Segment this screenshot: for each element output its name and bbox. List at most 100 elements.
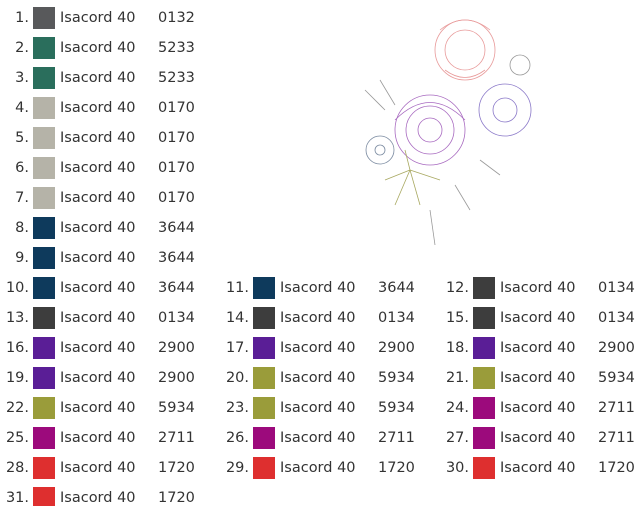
color-swatch	[33, 307, 55, 329]
thread-code: 5233	[158, 40, 195, 56]
thread-number: 23.	[226, 400, 249, 416]
thread-name: Isacord 40	[60, 190, 136, 206]
color-swatch	[253, 337, 275, 359]
color-swatch	[253, 457, 275, 479]
thread-name: Isacord 40	[280, 430, 356, 446]
color-swatch	[473, 397, 495, 419]
thread-name: Isacord 40	[500, 370, 576, 386]
thread-number: 18.	[446, 340, 469, 356]
thread-number: 26.	[226, 430, 249, 446]
color-swatch	[473, 457, 495, 479]
thread-code: 1720	[378, 460, 415, 476]
thread-number: 31.	[6, 490, 29, 506]
thread-number: 20.	[226, 370, 249, 386]
thread-number: 25.	[6, 430, 29, 446]
thread-number: 16.	[6, 340, 29, 356]
thread-name: Isacord 40	[280, 460, 356, 476]
thread-code: 2900	[158, 340, 195, 356]
color-swatch	[33, 487, 55, 506]
color-swatch	[253, 277, 275, 299]
thread-number: 13.	[6, 310, 29, 326]
thread-number: 19.	[6, 370, 29, 386]
color-swatch	[473, 307, 495, 329]
thread-code: 5934	[378, 370, 415, 386]
thread-code: 0170	[158, 160, 195, 176]
thread-name: Isacord 40	[500, 430, 576, 446]
thread-number: 7.	[15, 190, 29, 206]
thread-name: Isacord 40	[500, 310, 576, 326]
thread-code: 2900	[598, 340, 635, 356]
thread-name: Isacord 40	[60, 10, 136, 26]
thread-code: 1720	[158, 490, 195, 506]
color-swatch	[33, 247, 55, 269]
thread-code: 0134	[598, 310, 635, 326]
thread-name: Isacord 40	[280, 340, 356, 356]
thread-code: 3644	[378, 280, 415, 296]
thread-number: 27.	[446, 430, 469, 446]
color-swatch	[473, 337, 495, 359]
thread-number: 14.	[226, 310, 249, 326]
thread-name: Isacord 40	[500, 460, 576, 476]
thread-code: 2711	[158, 430, 195, 446]
thread-code: 0170	[158, 130, 195, 146]
thread-code: 2711	[598, 430, 635, 446]
thread-name: Isacord 40	[60, 250, 136, 266]
thread-code: 5233	[158, 70, 195, 86]
thread-name: Isacord 40	[500, 340, 576, 356]
thread-name: Isacord 40	[280, 370, 356, 386]
thread-number: 8.	[15, 220, 29, 236]
thread-number: 28.	[6, 460, 29, 476]
color-swatch	[33, 7, 55, 29]
thread-list: 1. Isacord 40 0132 2. Isacord 40 5233 3. Isacor…	[6, 7, 635, 506]
color-swatch	[33, 427, 55, 449]
thread-name: Isacord 40	[60, 430, 136, 446]
thread-number: 10.	[6, 280, 29, 296]
color-swatch	[33, 277, 55, 299]
thread-number: 12.	[446, 280, 469, 296]
color-swatch	[33, 67, 55, 89]
color-swatch	[253, 367, 275, 389]
color-swatch	[253, 397, 275, 419]
color-swatch	[33, 367, 55, 389]
color-swatch	[33, 457, 55, 479]
color-swatch	[33, 37, 55, 59]
color-swatch	[33, 217, 55, 239]
thread-number: 6.	[15, 160, 29, 176]
thread-name: Isacord 40	[60, 160, 136, 176]
thread-code: 2711	[378, 430, 415, 446]
thread-number: 1.	[15, 10, 29, 26]
thread-number: 4.	[15, 100, 29, 116]
thread-code: 0134	[378, 310, 415, 326]
color-swatch	[473, 367, 495, 389]
thread-name: Isacord 40	[60, 370, 136, 386]
color-swatch	[33, 187, 55, 209]
thread-number: 11.	[226, 280, 249, 296]
thread-name: Isacord 40	[60, 460, 136, 476]
flower-illustration	[364, 19, 532, 246]
thread-name: Isacord 40	[60, 130, 136, 146]
color-swatch	[253, 307, 275, 329]
thread-code: 3644	[158, 280, 195, 296]
color-swatch	[473, 427, 495, 449]
color-swatch	[33, 397, 55, 419]
thread-code: 0170	[158, 190, 195, 206]
thread-number: 5.	[15, 130, 29, 146]
thread-number: 3.	[15, 70, 29, 86]
color-swatch	[33, 127, 55, 149]
thread-code: 3644	[158, 220, 195, 236]
color-swatch	[253, 427, 275, 449]
thread-name: Isacord 40	[500, 400, 576, 416]
thread-code: 0134	[158, 310, 195, 326]
thread-code: 5934	[378, 400, 415, 416]
thread-number: 9.	[15, 250, 29, 266]
thread-name: Isacord 40	[280, 400, 356, 416]
thread-name: Isacord 40	[500, 280, 576, 296]
color-swatch	[473, 277, 495, 299]
color-swatch	[33, 337, 55, 359]
thread-code: 0132	[158, 10, 195, 26]
thread-number: 29.	[226, 460, 249, 476]
thread-name: Isacord 40	[60, 400, 136, 416]
thread-number: 21.	[446, 370, 469, 386]
thread-code: 2900	[158, 370, 195, 386]
